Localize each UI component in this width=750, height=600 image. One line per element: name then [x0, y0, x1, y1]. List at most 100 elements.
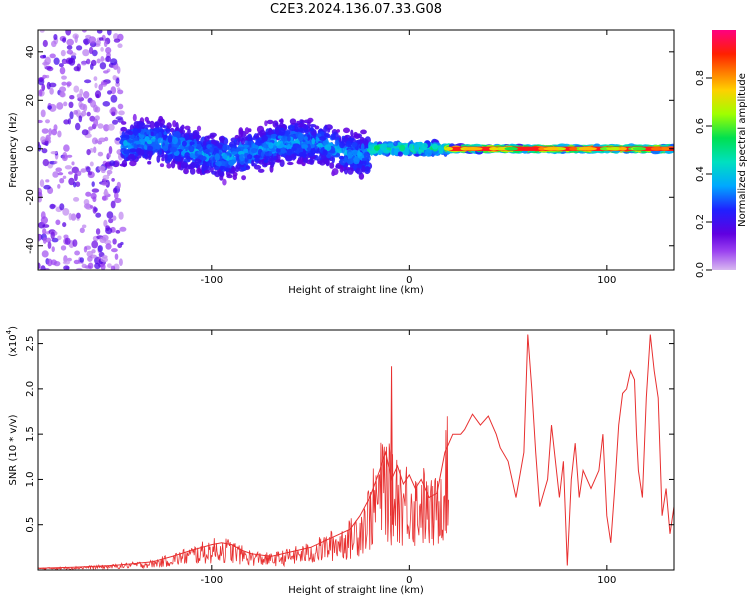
- spectrogram-cell: [83, 203, 92, 209]
- spectrogram-cell: [123, 140, 128, 147]
- spectrogram-cell: [50, 151, 58, 155]
- spectrogram-cell: [66, 81, 72, 87]
- spectrogram-cell: [218, 170, 225, 176]
- colorbar-tick-label: 0.2: [695, 214, 706, 230]
- snr-plot-area: [38, 330, 674, 570]
- spectrogram-cell: [63, 101, 68, 107]
- spectrogram-cell: [244, 127, 250, 135]
- spectrogram-cell: [250, 148, 258, 154]
- spectrogram-cell: [489, 146, 499, 151]
- colorbar-gradient: [712, 30, 736, 270]
- spectrogram-cell: [86, 149, 91, 156]
- spectrogram-cell: [144, 136, 150, 142]
- spectrogram-cell: [38, 119, 43, 124]
- spectrogram-cell: [66, 45, 73, 50]
- spectrogram-cell: [60, 245, 67, 251]
- spectrogram-cell: [268, 142, 274, 149]
- spectrogram-cell: [62, 208, 70, 216]
- spectrogram-cell: [100, 263, 106, 270]
- spectrogram-cell: [45, 119, 50, 124]
- spectrogram-cell: [91, 181, 95, 187]
- spectrogram-cell: [46, 81, 51, 90]
- spectrogram-cell: [338, 156, 345, 160]
- spectrogram-cell: [39, 89, 43, 97]
- y-tick-label: 2.0: [25, 381, 36, 397]
- snr-scale-close: ): [8, 326, 19, 330]
- spectrogram-cell: [339, 141, 345, 149]
- spectrogram-cell: [203, 169, 211, 174]
- spectrogram-cell: [47, 241, 52, 249]
- spectrogram-cell: [189, 152, 196, 159]
- spectrogram-cell: [111, 178, 115, 182]
- spectrogram-cell: [184, 152, 191, 160]
- spectrogram-cell: [263, 159, 269, 164]
- spectrogram-cell: [94, 82, 98, 89]
- snr-frame: [37, 329, 675, 571]
- spectrogram-cell: [85, 191, 92, 197]
- spectrogram-cell: [252, 144, 259, 148]
- spectrogram-cell: [183, 158, 191, 163]
- spectrogram-cell: [133, 143, 137, 149]
- spectrogram-cell: [347, 151, 353, 160]
- spectrogram-cell: [52, 171, 59, 178]
- spectrogram-cell: [40, 216, 49, 225]
- spectrogram-cell: [67, 257, 72, 262]
- spectrogram-cell: [196, 143, 202, 149]
- spectrogram-cell: [49, 203, 56, 210]
- spectrogram-cell: [253, 164, 262, 170]
- spectrogram-cell: [228, 160, 235, 166]
- spectrogram-cell: [179, 126, 184, 134]
- spectrogram-cell: [82, 49, 90, 57]
- spectrogram-cell: [201, 165, 207, 172]
- spectrogram-cell: [61, 75, 67, 80]
- spectrogram-cell: [119, 163, 128, 167]
- spectrogram-cell: [73, 197, 80, 202]
- spectrogram-cell: [336, 129, 341, 133]
- spectrogram-cell: [98, 84, 103, 91]
- spectrogram-cell: [86, 111, 91, 117]
- spectrogram-cell: [184, 133, 190, 142]
- spectrogram-cell: [347, 167, 354, 175]
- y-tick-label: 0: [25, 146, 36, 152]
- spectrogram-cell: [115, 229, 121, 234]
- spectrogram-cell: [253, 154, 261, 159]
- spectrogram-cell: [94, 90, 102, 99]
- spectrogram-cell: [114, 191, 119, 199]
- spectrogram-cell: [115, 137, 121, 141]
- spectrogram-cell: [275, 159, 281, 163]
- spectrogram-cell: [57, 235, 62, 241]
- spectrogram-cell: [192, 130, 200, 138]
- snr-panel: -100 0 100 0.5 1.0 1.5 2.0 2.5 Height of strai…: [5, 326, 675, 596]
- spectrogram-cell: [41, 250, 49, 258]
- spectrogram-cell: [377, 150, 383, 156]
- spectrogram-cell: [55, 167, 62, 172]
- spectrogram-cell: [59, 178, 65, 184]
- spectrogram-cell: [150, 138, 156, 142]
- spectrogram-cell: [107, 263, 112, 268]
- spectrogram-cell: [132, 113, 137, 122]
- spectrogram-x-ticks: -100 0 100: [200, 30, 616, 286]
- spectrogram-cell: [57, 184, 61, 189]
- spectrogram-cell: [46, 258, 53, 267]
- spectrogram-cell: [49, 87, 54, 95]
- spectrogram-cell: [304, 128, 309, 135]
- spectrogram-cell: [114, 253, 119, 260]
- spectrogram-cell: [154, 121, 160, 128]
- spectrogram-cell: [47, 105, 52, 110]
- spectrogram-cell: [66, 38, 74, 46]
- y-tick-label: 0.5: [25, 517, 36, 533]
- spectrogram-cell: [309, 124, 317, 128]
- spectrogram-cell: [45, 74, 50, 79]
- spectrogram-cell: [102, 174, 110, 180]
- spectrogram-cell: [159, 163, 165, 168]
- spectrogram-cell: [79, 257, 84, 263]
- colorbar-tick-label: 0.6: [695, 118, 706, 134]
- spectrogram-cell: [76, 267, 83, 270]
- spectrogram-cell: [197, 151, 203, 155]
- spectrogram-cell: [66, 154, 73, 158]
- spectrogram-cell: [107, 30, 112, 36]
- spectrogram-cell: [76, 45, 83, 51]
- spectrogram-cell: [235, 147, 241, 153]
- spectrogram-cell: [63, 265, 70, 270]
- spectrogram-cell: [159, 122, 163, 128]
